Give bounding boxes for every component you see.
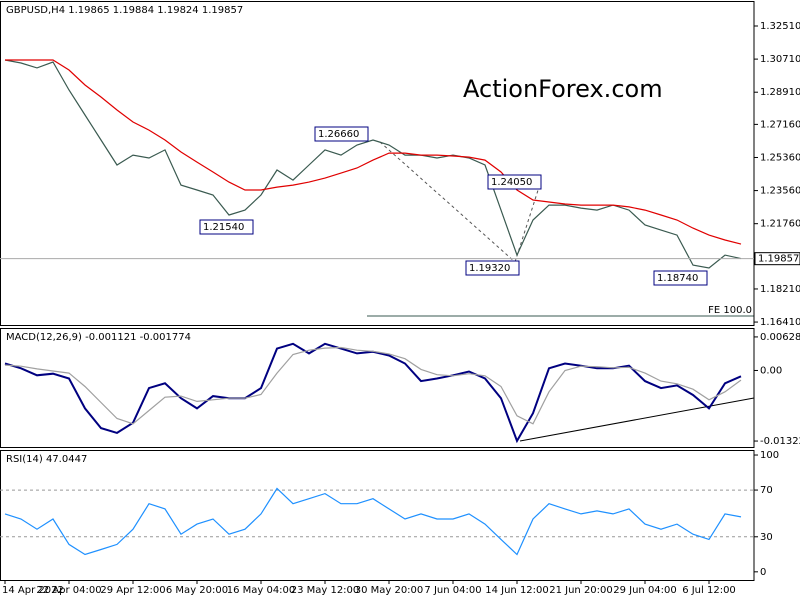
y-tick-label: 1.27160 — [760, 119, 800, 130]
x-tick-label: 30 May 20:00 — [355, 585, 424, 596]
y-tick-label: -0.013223 — [760, 436, 800, 447]
fe-label: FE 100.0 — [708, 305, 752, 316]
current-price-box — [754, 252, 800, 266]
y-tick-label: 70 — [760, 485, 773, 496]
x-tick-label: 21 Jun 20:00 — [549, 585, 613, 596]
x-tick-label: 14 Apr 2022 — [2, 585, 64, 596]
annotation: 1.18740 — [657, 273, 698, 284]
annotation: 1.19320 — [469, 263, 510, 274]
y-tick-label: 1.16410 — [760, 317, 800, 328]
x-tick-label: 29 Apr 12:00 — [100, 585, 165, 596]
x-tick-label: 23 May 12:00 — [291, 585, 360, 596]
annotation-box — [465, 260, 520, 276]
x-tick-label: 14 Jun 12:00 — [485, 585, 549, 596]
pane-frame — [0, 450, 755, 581]
annotation-box — [199, 219, 254, 235]
annotation-box — [314, 126, 369, 142]
current-price-label: 1.19857 — [758, 254, 799, 265]
pane-title: MACD(12,26,9) -0.001121 -0.001774 — [6, 332, 191, 343]
annotation: 1.21540 — [203, 222, 244, 233]
y-tick-label: 1.25360 — [760, 152, 800, 163]
y-tick-label: 0.006285 — [760, 332, 800, 343]
pane-title: GBPUSD,H4 1.19865 1.19884 1.19824 1.1985… — [6, 5, 243, 16]
x-tick-label: 7 Jun 04:00 — [424, 585, 481, 596]
series-line — [4, 59, 742, 269]
y-tick-label: 1.21760 — [760, 219, 800, 230]
y-tick-label: 0 — [760, 567, 766, 578]
y-tick-label: 30 — [760, 532, 773, 543]
x-tick-label: 29 Jun 04:00 — [613, 585, 677, 596]
annotation-box — [487, 174, 542, 190]
y-tick-label: 1.32510 — [760, 21, 800, 32]
x-tick-label: 16 May 04:00 — [227, 585, 296, 596]
pane-frame — [0, 1, 755, 326]
series-line — [5, 59, 742, 245]
y-tick-label: 1.18210 — [760, 284, 800, 295]
projection-line — [379, 141, 516, 263]
pane-frame — [0, 328, 755, 448]
watermark: ActionForex.com — [463, 75, 663, 103]
series-line — [4, 346, 742, 425]
x-tick-label: 6 Jul 12:00 — [682, 585, 736, 596]
pane-title: RSI(14) 47.0447 — [6, 454, 87, 465]
y-tick-label: 1.23560 — [760, 186, 800, 197]
annotation: 1.24050 — [491, 177, 532, 188]
y-tick-label: 0.00 — [760, 365, 782, 376]
annotation: 1.26660 — [318, 129, 359, 140]
x-tick-label: 22 Apr 04:00 — [36, 585, 101, 596]
y-tick-label: 1.28910 — [760, 87, 800, 98]
annotation-box — [653, 270, 708, 286]
y-tick-label: 1.30710 — [760, 54, 800, 65]
series-line — [4, 487, 742, 556]
x-tick-label: 6 May 20:00 — [166, 585, 228, 596]
y-tick-label: 100 — [760, 450, 779, 461]
trendline — [519, 397, 755, 442]
